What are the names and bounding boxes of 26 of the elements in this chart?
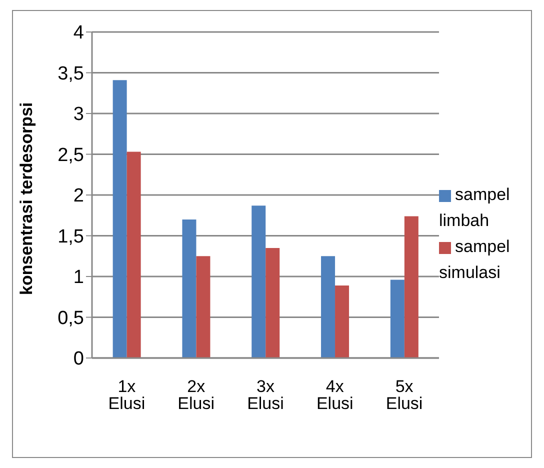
y-tick-label: 1,5 xyxy=(58,226,84,248)
bar xyxy=(252,206,266,358)
y-tick-label: 3,5 xyxy=(58,63,84,84)
x-tick-label: 3x Elusi xyxy=(247,377,284,414)
y-tick-label: 2 xyxy=(73,186,84,207)
y-tick-label: 4 xyxy=(73,22,84,44)
bar xyxy=(112,80,127,358)
x-tick-label: 5x Elusi xyxy=(386,377,423,414)
y-tick-label: 0,5 xyxy=(58,308,84,329)
y-tick-label: 3 xyxy=(73,104,84,126)
bar xyxy=(335,285,350,358)
bar xyxy=(196,256,210,358)
y-tick-label: 1 xyxy=(73,267,84,288)
y-tick-label: 2,5 xyxy=(58,144,84,166)
bar xyxy=(404,216,418,358)
bar xyxy=(390,280,404,358)
bar xyxy=(266,248,280,358)
y-tick-label: 0 xyxy=(73,348,84,370)
bar xyxy=(126,152,141,358)
y-axis-title: konsentrasi terdesorpsi xyxy=(17,102,36,295)
legend-label: sampel simulasi xyxy=(439,237,510,282)
x-tick-label: 1x Elusi xyxy=(108,377,146,414)
bar xyxy=(182,219,196,358)
x-tick-label: 2x Elusi xyxy=(178,377,215,414)
x-tick-label: 4x Elusi xyxy=(316,377,354,414)
bar xyxy=(321,256,336,358)
